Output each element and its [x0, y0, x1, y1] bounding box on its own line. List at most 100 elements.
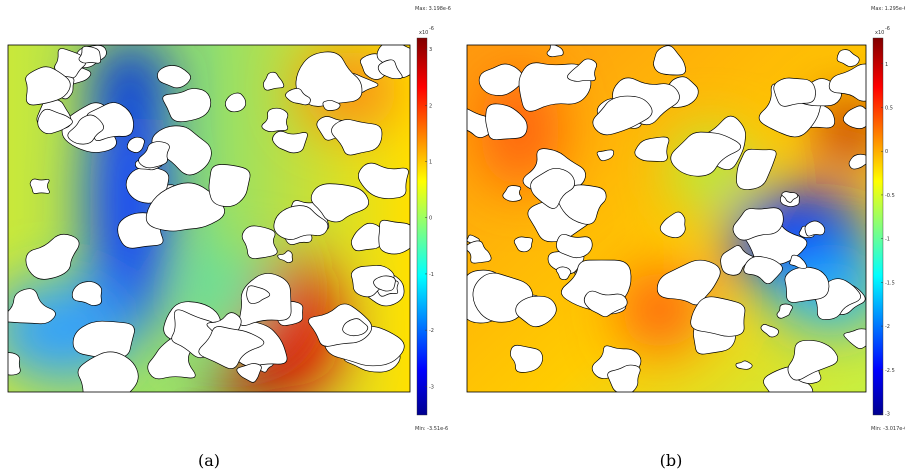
pore	[555, 266, 572, 281]
colorbar-tick-label: 0.5	[885, 106, 893, 112]
pore	[634, 136, 670, 162]
pore	[732, 207, 784, 241]
colorbar	[416, 37, 428, 416]
max-label: Max: 1.295e-6	[871, 6, 905, 12]
pore	[828, 63, 866, 102]
pore	[656, 259, 721, 306]
pore	[530, 167, 576, 209]
caption: (a)	[198, 451, 220, 470]
pore	[556, 184, 607, 225]
pore	[272, 130, 308, 154]
colorbar-tick-label: -0.5	[885, 193, 895, 199]
pore	[789, 254, 808, 269]
pore	[546, 45, 564, 58]
pore	[8, 288, 56, 325]
pore	[690, 296, 746, 337]
colorbar-tick-label: 1	[885, 62, 888, 68]
pore	[485, 103, 528, 141]
max-label: Max: 3.198e-6	[415, 6, 451, 12]
pore	[510, 344, 543, 373]
pore	[735, 360, 753, 370]
pore	[331, 119, 383, 156]
pore	[71, 281, 102, 306]
pore	[848, 153, 866, 170]
colorbar-scale: x10	[419, 30, 428, 36]
colorbar-tick-label: 0	[885, 149, 888, 155]
pore	[567, 58, 597, 82]
colorbar-scale: x10	[875, 30, 884, 36]
pore	[236, 363, 262, 383]
pore	[145, 182, 225, 232]
colorbar-tick-label: -3	[429, 384, 434, 390]
pore	[653, 45, 687, 76]
colorbar-tick-label: 3	[429, 47, 432, 53]
pore	[224, 92, 247, 113]
pore	[670, 131, 742, 177]
pore	[583, 290, 628, 318]
colorbar	[872, 37, 884, 416]
pore	[25, 233, 80, 280]
pore	[596, 149, 615, 162]
pore	[843, 328, 866, 349]
pore	[787, 339, 839, 381]
pore	[277, 250, 293, 263]
pore	[502, 185, 522, 202]
pore	[781, 191, 799, 203]
pore	[513, 236, 533, 253]
field-a	[8, 45, 410, 392]
pore	[157, 65, 191, 89]
pore	[659, 211, 686, 239]
pore	[760, 324, 779, 338]
pore	[72, 320, 135, 360]
pore	[351, 222, 383, 252]
pore	[78, 46, 102, 64]
colorbar-tick-label: -2	[429, 328, 434, 334]
pore	[467, 240, 492, 264]
pore	[54, 48, 87, 79]
pore	[842, 105, 866, 129]
pore	[743, 256, 783, 285]
colorbar-tick-label: -1.5	[885, 280, 895, 286]
pore	[162, 88, 212, 123]
pore	[67, 114, 104, 145]
pore	[776, 303, 793, 319]
pore	[592, 95, 653, 136]
pore	[208, 164, 251, 207]
min-label: Min: -3.017e-6	[871, 426, 905, 432]
colorbar-tick-label: 0	[429, 216, 432, 222]
pore	[773, 77, 816, 107]
colorbar-tick-label: -1	[885, 237, 890, 243]
field-b	[467, 45, 866, 392]
colorbar-tick-label: 2	[429, 103, 432, 109]
min-label: Min: -3.51e-6	[415, 426, 448, 432]
colorbar-tick-label: -3	[885, 412, 890, 418]
colorbar-tick-label: -2	[885, 324, 890, 330]
pore	[77, 351, 139, 392]
pore	[37, 108, 73, 135]
colorbar-exponent: -6	[885, 26, 890, 32]
pore	[607, 364, 641, 392]
pore	[241, 225, 278, 259]
pore	[556, 233, 593, 259]
colorbar-tick-label: -2.5	[885, 368, 895, 374]
pore	[126, 136, 145, 153]
pore	[515, 295, 557, 328]
pore	[836, 49, 860, 67]
colorbar-exponent: -6	[429, 26, 434, 32]
pore	[263, 71, 285, 91]
pore	[8, 352, 21, 376]
pore	[310, 183, 369, 223]
pore	[285, 88, 311, 106]
pore	[138, 141, 170, 169]
pore	[478, 63, 524, 96]
pore	[25, 66, 71, 106]
colorbar-tick-label: -1	[429, 272, 434, 278]
pore	[784, 266, 830, 303]
pore	[273, 205, 329, 240]
pore	[322, 100, 341, 111]
pore	[261, 107, 289, 132]
pore	[357, 162, 409, 199]
pore	[377, 59, 403, 80]
pore	[198, 326, 265, 369]
